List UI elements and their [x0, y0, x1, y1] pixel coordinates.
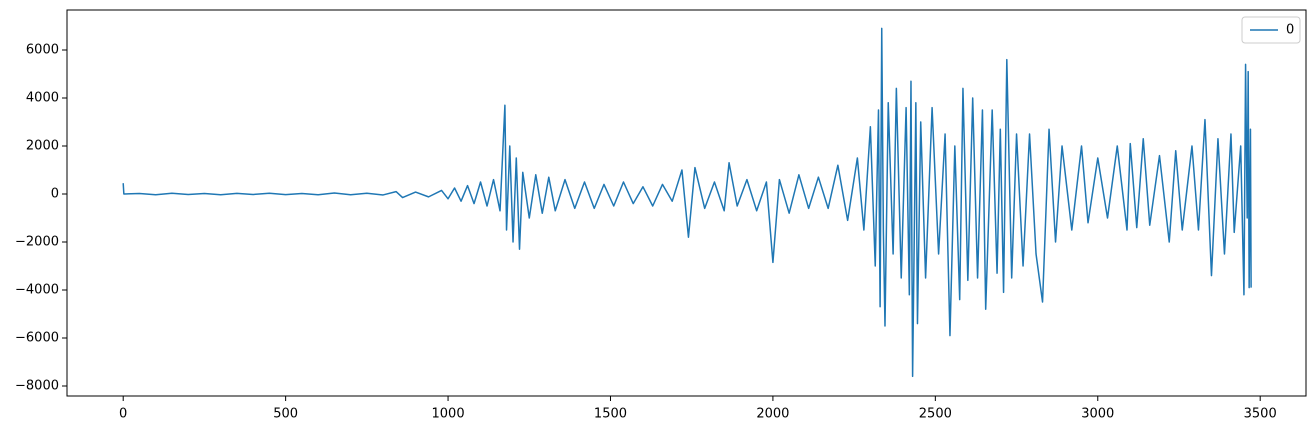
y-tick-label: −8000: [15, 378, 59, 393]
legend-label: 0: [1286, 23, 1294, 38]
x-tick-label: 2500: [919, 407, 952, 422]
y-tick-label: 6000: [26, 43, 59, 58]
x-tick-label: 1500: [594, 407, 627, 422]
y-tick-label: 2000: [26, 139, 59, 154]
x-tick-label: 0: [119, 407, 127, 422]
y-tick-label: −2000: [15, 234, 59, 249]
data-line: [122, 27, 1252, 378]
x-tick-label: 3000: [1081, 407, 1114, 422]
x-tick-label: 500: [273, 407, 298, 422]
y-tick-label: −4000: [15, 282, 59, 297]
x-tick-label: 2000: [756, 407, 789, 422]
plot-frame: [66, 9, 1307, 397]
y-tick-label: 0: [51, 187, 59, 202]
x-tick-label: 1000: [432, 407, 465, 422]
x-tick-label: 3500: [1244, 407, 1277, 422]
y-tick-label: −6000: [15, 330, 59, 345]
y-tick-label: 4000: [26, 91, 59, 106]
